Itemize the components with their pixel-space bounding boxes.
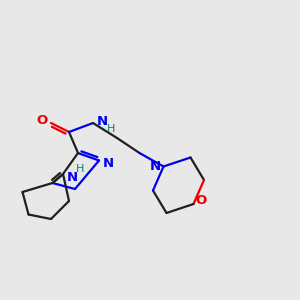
Text: N: N (67, 171, 78, 184)
Text: N: N (102, 157, 114, 170)
Text: O: O (195, 194, 207, 208)
Text: H: H (76, 164, 85, 174)
Text: N: N (149, 160, 161, 173)
Text: H: H (107, 124, 115, 134)
Text: N: N (96, 115, 108, 128)
Text: O: O (36, 113, 48, 127)
